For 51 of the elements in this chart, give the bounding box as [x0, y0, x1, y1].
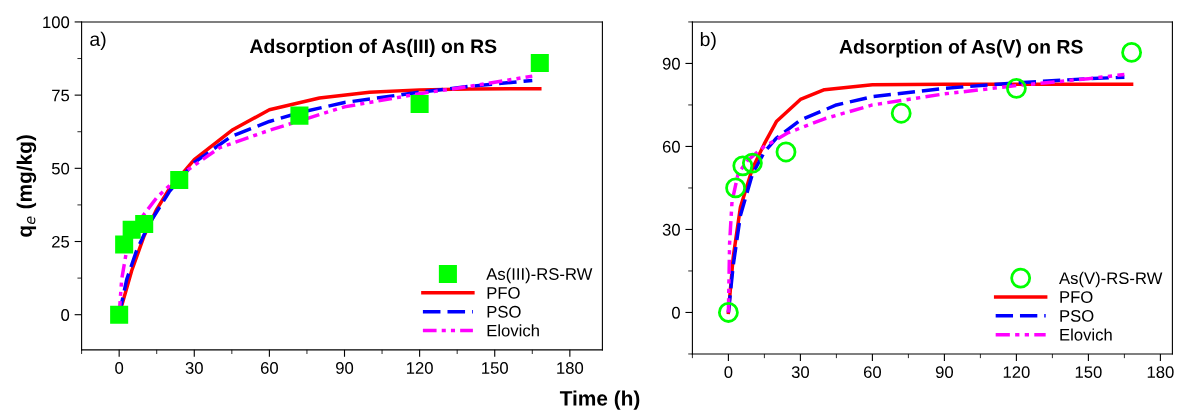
y-tick-label: 50: [51, 162, 70, 175]
point: [530, 53, 549, 72]
point: [732, 155, 754, 177]
y-tick-label: 60: [662, 140, 680, 153]
x-tick-label: 150: [1075, 366, 1102, 379]
y-tick-label: 75: [52, 89, 70, 102]
legend-label: As(III)-RS-RW: [486, 267, 593, 284]
x-tick-label: 0: [115, 362, 124, 374]
y-tick-label: 90: [662, 57, 680, 70]
legend-label: Elovich: [487, 324, 539, 337]
legend-label: PFO: [1060, 291, 1093, 303]
point: [170, 171, 189, 190]
y-axis-title: q$_{e}$ (mg/kg): [16, 135, 37, 237]
y-tick-label: 30: [662, 223, 680, 236]
x-tick-label: 150: [482, 362, 508, 374]
point: [135, 214, 154, 233]
x-tick-label: 120: [1003, 366, 1030, 379]
x-axis-title: Time (h): [559, 390, 640, 410]
x-tick-label: 60: [260, 362, 279, 374]
annotation: a): [90, 31, 106, 50]
point: [110, 305, 129, 324]
legend-label: Elovich: [1060, 328, 1112, 341]
x-tick-label: 60: [863, 366, 882, 379]
point: [890, 102, 912, 124]
point: [775, 141, 797, 163]
x-tick-label: 180: [557, 362, 584, 374]
x-tick-label: 30: [185, 362, 203, 374]
y-tick-label: 100: [43, 16, 70, 29]
legend-label: PFO: [487, 286, 520, 299]
annotation: b): [700, 31, 716, 51]
text: Adsorption of As(V) on RS: [839, 39, 1083, 58]
x-tick-label: 120: [406, 362, 433, 374]
y-tick-label: 0: [61, 309, 70, 321]
legend-label: PSO: [487, 305, 521, 318]
point: [725, 177, 747, 199]
y-tick-label: 25: [52, 235, 70, 248]
point: [410, 94, 429, 113]
legend-label: As(V)-RS-RW: [1059, 271, 1163, 288]
point: [1121, 41, 1143, 63]
x-tick-label: 90: [935, 366, 954, 379]
legend-label: PSO: [1060, 310, 1094, 322]
text: Adsorption of As(III) on RS: [249, 38, 497, 57]
x-tick-label: 0: [724, 366, 733, 379]
x-tick-label: 180: [1147, 366, 1174, 379]
y-tick-label: 0: [671, 306, 680, 319]
point: [717, 302, 739, 323]
point: [1005, 77, 1027, 99]
point: [741, 152, 763, 174]
point: [290, 106, 309, 125]
x-tick-label: 30: [791, 366, 810, 379]
x-tick-label: 90: [336, 362, 354, 374]
